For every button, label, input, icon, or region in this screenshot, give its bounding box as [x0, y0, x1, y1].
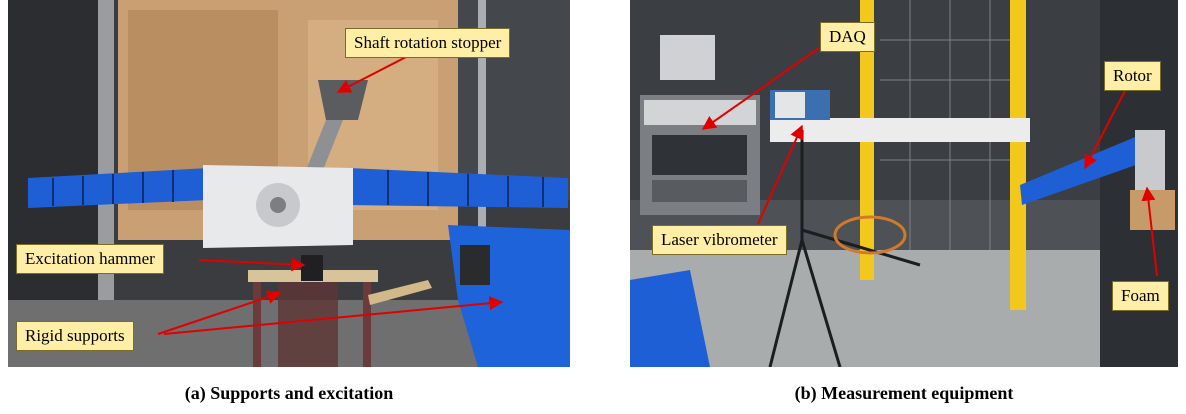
- label-hammer: Excitation hammer: [16, 244, 164, 274]
- label-rotor: Rotor: [1104, 61, 1161, 91]
- label-foam: Foam: [1112, 281, 1169, 311]
- caption-supports: (a) Supports and excitation: [184, 383, 394, 403]
- measurement-photo: [630, 0, 1178, 367]
- arrow-foam: [1141, 186, 1158, 277]
- label-shaft-stopper: Shaft rotation stopper: [345, 28, 511, 58]
- photo-panel-measurement: DAQ Rotor Laser vibrometer Foam: [630, 0, 1178, 367]
- arrow-shaft-stopper: [336, 55, 409, 93]
- label-supports: Rigid supports: [16, 321, 134, 351]
- label-laser-vibrometer: Laser vibrometer: [652, 225, 787, 255]
- label-daq: DAQ: [820, 22, 875, 52]
- arrow-supports-1: [157, 290, 282, 335]
- arrow-rotor: [1084, 84, 1129, 170]
- photo-panel-supports: Shaft rotation stopper Excitation hammer…: [8, 0, 570, 367]
- annotation-arrows-measurement: [701, 45, 1158, 277]
- arrow-daq: [701, 45, 823, 130]
- caption-measurement: (b) Measurement equipment: [794, 383, 1014, 403]
- annotation-arrows-supports: [157, 55, 504, 335]
- arrow-supports-2: [163, 296, 504, 335]
- arrow-laser: [757, 124, 804, 225]
- supports-photo: [8, 0, 570, 367]
- arrow-hammer: [198, 257, 306, 272]
